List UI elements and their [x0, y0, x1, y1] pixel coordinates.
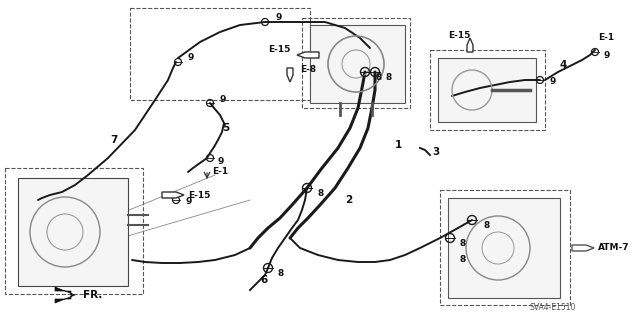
Text: 9: 9: [188, 54, 195, 63]
Polygon shape: [297, 52, 319, 58]
Bar: [438, 58, 536, 122]
Text: SVA4-E1510: SVA4-E1510: [530, 303, 577, 313]
Text: 8: 8: [278, 270, 284, 278]
Text: ATM-7: ATM-7: [598, 243, 630, 253]
Text: 9: 9: [218, 158, 225, 167]
Text: 8: 8: [483, 220, 489, 229]
Polygon shape: [55, 287, 75, 303]
Text: E-15: E-15: [268, 46, 291, 55]
Text: E-1: E-1: [598, 33, 614, 42]
Text: 9: 9: [604, 50, 611, 60]
Polygon shape: [572, 245, 594, 251]
Bar: [130, 8, 310, 100]
Text: E-1: E-1: [212, 167, 228, 176]
Text: 9: 9: [220, 95, 227, 105]
Text: 2: 2: [345, 195, 352, 205]
Text: 8: 8: [385, 73, 391, 83]
Text: 1: 1: [395, 140, 403, 150]
Text: 9: 9: [185, 197, 191, 206]
Text: 5: 5: [222, 123, 229, 133]
Text: FR.: FR.: [83, 290, 102, 300]
Text: 8: 8: [460, 240, 467, 249]
Polygon shape: [287, 68, 293, 82]
Text: 7: 7: [110, 135, 117, 145]
Bar: [302, 18, 410, 108]
Text: 8: 8: [375, 73, 381, 83]
Bar: [440, 190, 570, 305]
Bar: [448, 198, 560, 298]
Text: 4: 4: [560, 60, 568, 70]
Bar: [430, 50, 545, 130]
Bar: [5, 168, 143, 294]
Text: 6: 6: [260, 275, 268, 285]
Polygon shape: [162, 192, 184, 198]
Text: E-8: E-8: [300, 65, 316, 75]
Text: E-15: E-15: [448, 31, 470, 40]
Bar: [310, 25, 405, 103]
Text: 8: 8: [318, 189, 324, 198]
Text: 8: 8: [460, 256, 467, 264]
Text: E-15: E-15: [188, 190, 211, 199]
Polygon shape: [467, 38, 473, 52]
Text: 9: 9: [550, 78, 556, 86]
Text: 9: 9: [275, 13, 282, 23]
Text: 3: 3: [432, 147, 439, 157]
Bar: [18, 178, 128, 286]
